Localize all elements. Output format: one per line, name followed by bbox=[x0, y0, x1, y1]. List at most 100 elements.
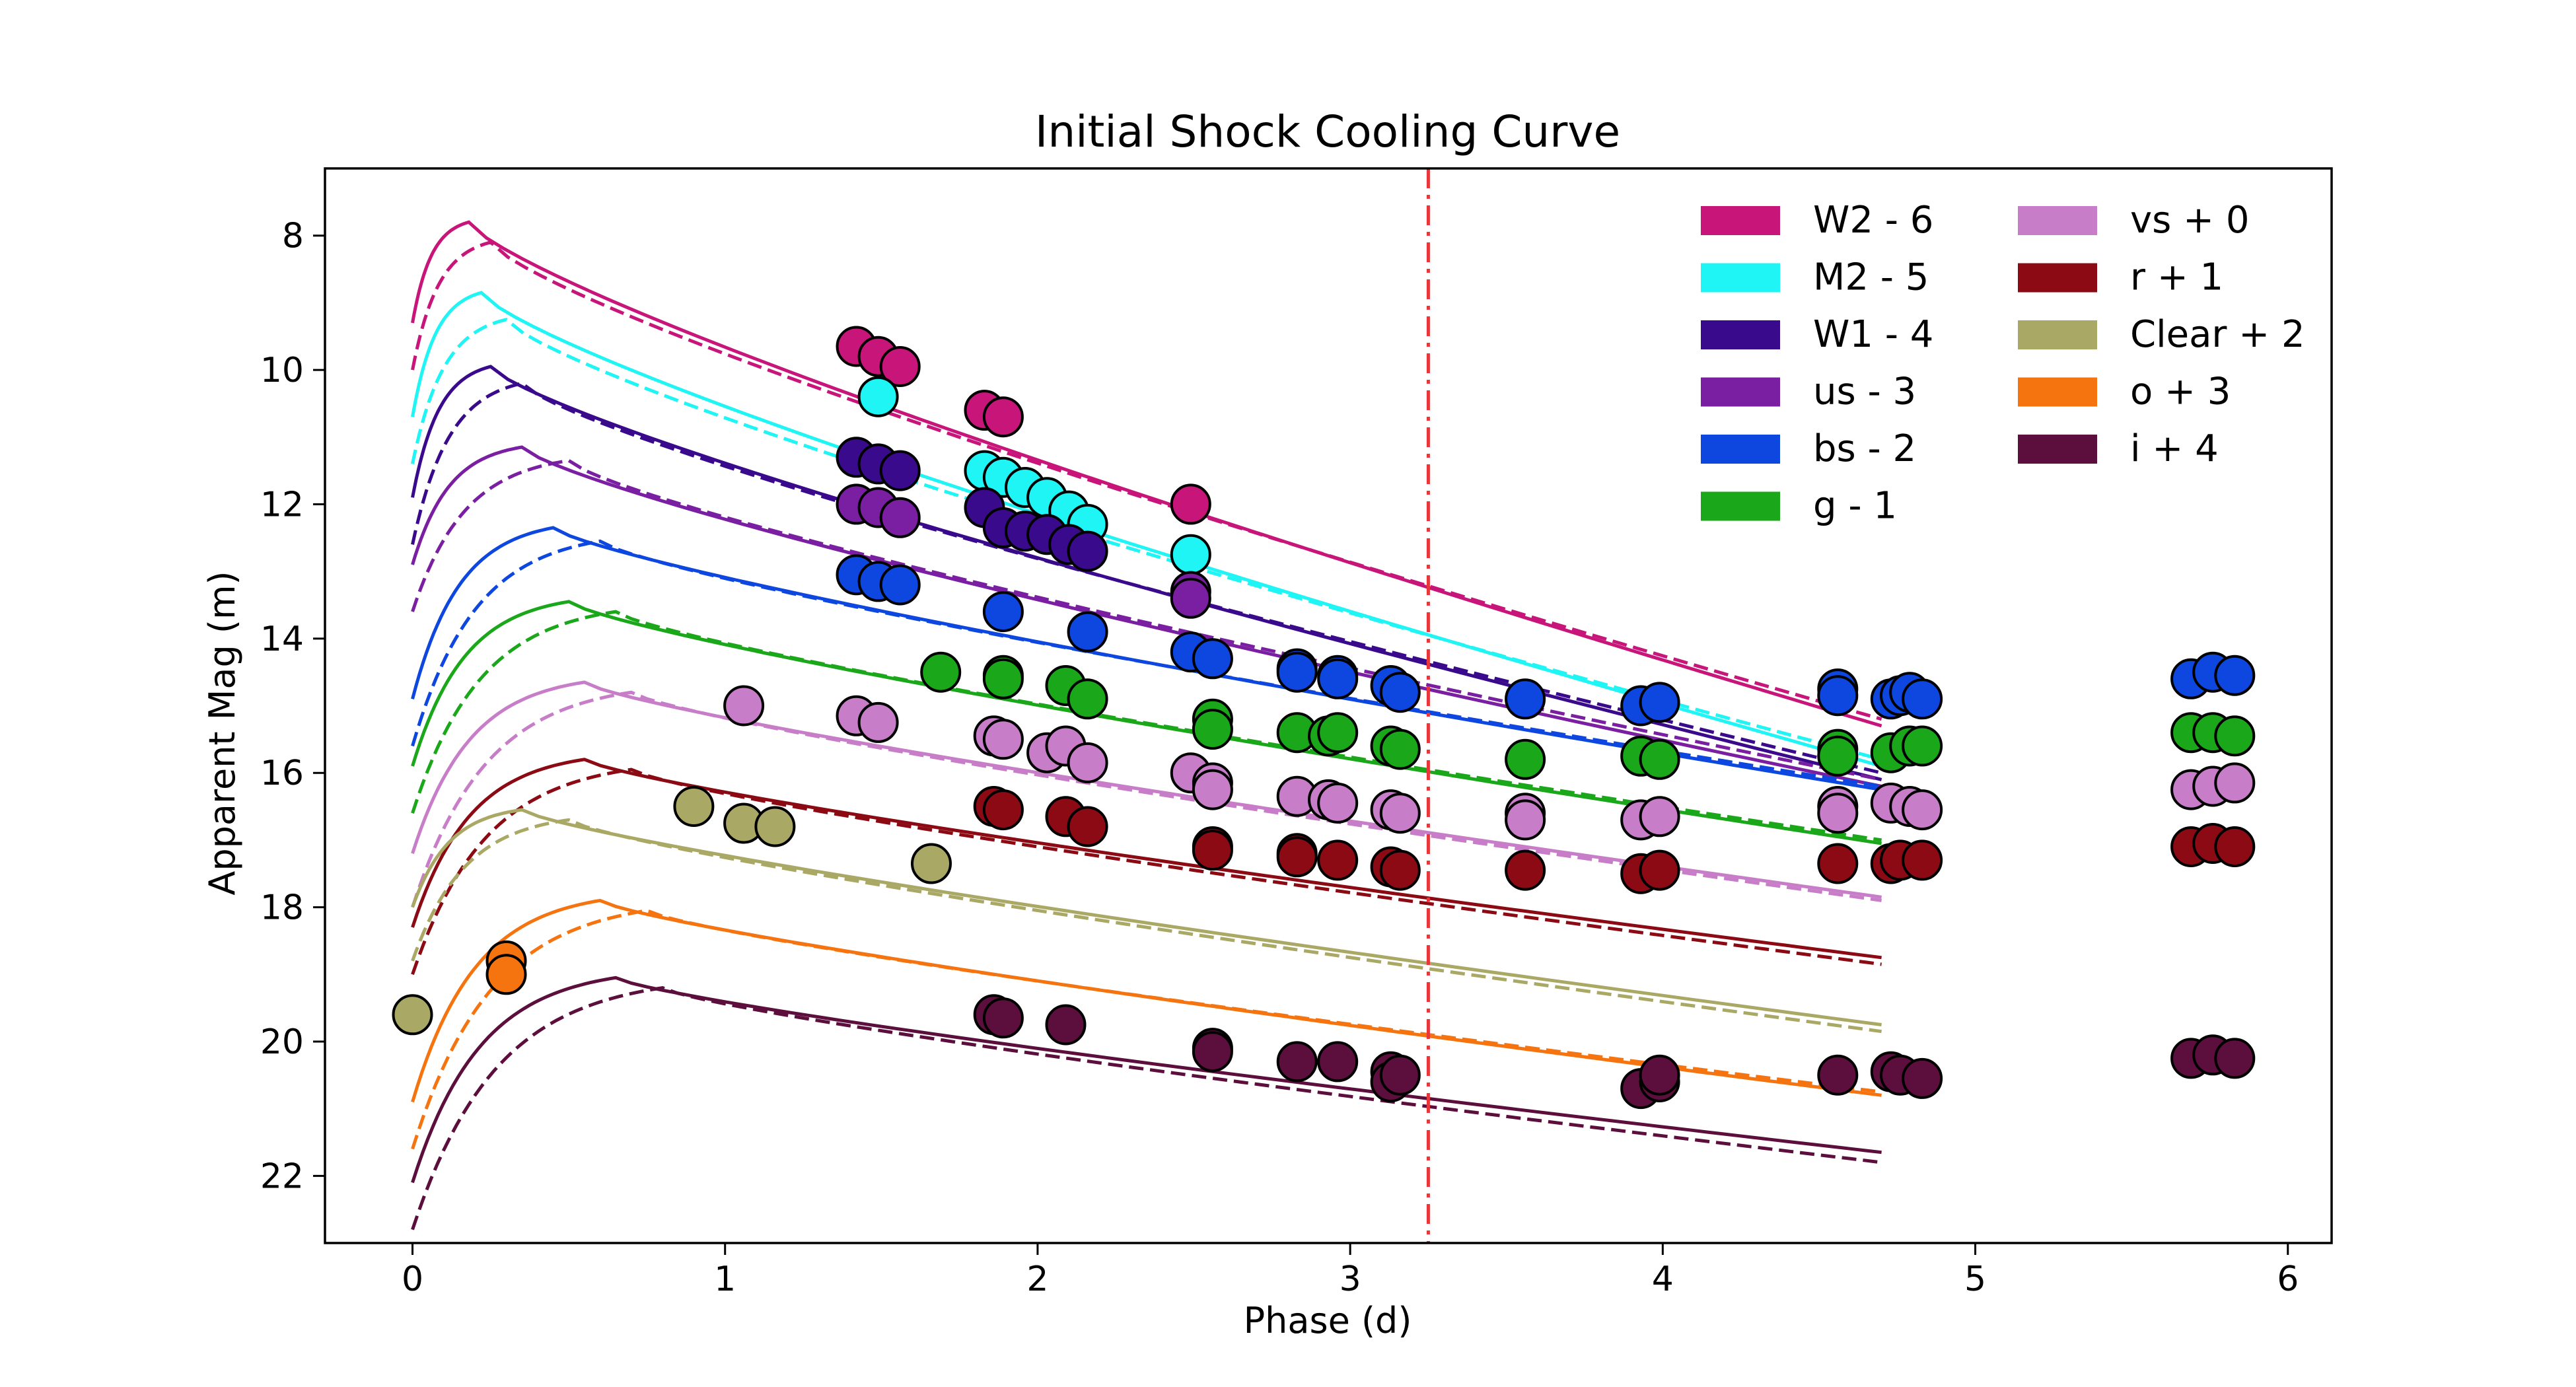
legend-swatch-5 bbox=[1701, 491, 1780, 521]
data-point-4-4 bbox=[1067, 611, 1108, 653]
data-point-4-10 bbox=[1317, 658, 1359, 699]
data-point-6-21 bbox=[1817, 793, 1859, 834]
data-point-5-12 bbox=[1505, 738, 1546, 780]
y-tick-label-22: 22 bbox=[260, 1156, 304, 1196]
data-point-5-16 bbox=[1817, 735, 1859, 777]
data-point-1-7 bbox=[1170, 534, 1211, 575]
data-point-5-2 bbox=[982, 658, 1024, 699]
y-tick-label-12: 12 bbox=[260, 485, 304, 524]
legend-swatch-8 bbox=[2018, 320, 2097, 349]
data-point-6-15 bbox=[1379, 793, 1421, 834]
model-dashed-line-7 bbox=[411, 767, 1882, 976]
data-point-4-21 bbox=[1902, 678, 1943, 720]
data-point-7-7 bbox=[1276, 836, 1318, 878]
data-point-4-3 bbox=[982, 591, 1024, 633]
data-point-2-2 bbox=[879, 450, 921, 491]
data-point-7-13 bbox=[1639, 849, 1680, 891]
data-point-6-4 bbox=[982, 719, 1024, 760]
legend-swatch-2 bbox=[1701, 320, 1780, 349]
legend-label-0: W2 - 6 bbox=[1813, 199, 1933, 242]
model-line-0 bbox=[411, 220, 1882, 728]
x-tick-label-2: 2 bbox=[1026, 1260, 1048, 1299]
x-tick-label-3: 3 bbox=[1340, 1260, 1361, 1299]
data-point-5-0 bbox=[920, 651, 962, 693]
data-point-7-1 bbox=[982, 789, 1024, 831]
model-line-10 bbox=[411, 976, 1882, 1184]
legend-swatch-7 bbox=[2018, 263, 2097, 293]
data-point-10-19 bbox=[2214, 1038, 2256, 1079]
data-point-5-19 bbox=[1902, 725, 1943, 767]
data-point-0-5 bbox=[1170, 483, 1211, 525]
x-tick-label-0: 0 bbox=[402, 1260, 423, 1299]
legend-swatch-9 bbox=[2018, 377, 2097, 407]
data-point-4-17 bbox=[1817, 675, 1859, 717]
data-point-7-5 bbox=[1192, 830, 1233, 871]
model-dashed-line-3 bbox=[411, 458, 1882, 781]
data-point-4-2 bbox=[879, 564, 921, 606]
data-point-7-11 bbox=[1505, 849, 1546, 891]
data-point-5-14 bbox=[1639, 738, 1680, 780]
y-tick-label-14: 14 bbox=[260, 620, 304, 659]
model-dashed-line-0 bbox=[411, 240, 1882, 721]
data-point-8-1 bbox=[673, 786, 715, 827]
data-point-3-2 bbox=[879, 497, 921, 538]
legend-label-10: i + 4 bbox=[2130, 427, 2219, 470]
model-line-6 bbox=[411, 680, 1882, 899]
data-point-6-0 bbox=[723, 685, 765, 727]
data-point-6-7 bbox=[1067, 742, 1108, 783]
y-tick-label-20: 20 bbox=[260, 1022, 304, 1062]
data-point-7-10 bbox=[1379, 849, 1421, 891]
x-tick-label-5: 5 bbox=[1964, 1260, 1986, 1299]
data-point-7-3 bbox=[1067, 806, 1108, 847]
x-tick-label-6: 6 bbox=[2277, 1260, 2299, 1299]
legend-label-6: vs + 0 bbox=[2130, 199, 2249, 242]
data-point-4-8 bbox=[1276, 651, 1318, 693]
data-point-8-3 bbox=[754, 806, 796, 847]
legend-swatch-1 bbox=[1701, 263, 1780, 293]
legend-label-9: o + 3 bbox=[2130, 371, 2231, 413]
data-point-5-6 bbox=[1192, 709, 1233, 750]
data-point-4-6 bbox=[1192, 638, 1233, 680]
model-line-4 bbox=[411, 526, 1882, 792]
legend-label-3: us - 3 bbox=[1813, 371, 1916, 413]
data-point-5-11 bbox=[1379, 729, 1421, 770]
data-point-5-4 bbox=[1067, 678, 1108, 720]
x-tick-label-4: 4 bbox=[1652, 1260, 1674, 1299]
data-point-6-19 bbox=[1639, 796, 1680, 837]
data-point-8-0 bbox=[392, 994, 433, 1036]
y-axis-label: Apparent Mag (m) bbox=[201, 571, 243, 895]
data-point-4-24 bbox=[2214, 655, 2256, 696]
model-dashed-line-10 bbox=[411, 986, 1882, 1230]
data-point-5-22 bbox=[2214, 715, 2256, 757]
chart-title: Initial Shock Cooling Curve bbox=[1035, 106, 1620, 157]
legend: W2 - 6 M2 - 5 W1 - 4 us - 3 bs - 2 g - 1 vs + … bbox=[1701, 199, 2305, 528]
legend-label-2: W1 - 4 bbox=[1813, 313, 1933, 356]
model-dashed-line-5 bbox=[411, 610, 1882, 842]
data-point-10-4 bbox=[1192, 1031, 1233, 1073]
data-point-6-24 bbox=[1902, 789, 1943, 831]
data-point-7-20 bbox=[2214, 826, 2256, 867]
model-dashed-line-6 bbox=[411, 690, 1882, 908]
data-point-6-10 bbox=[1192, 769, 1233, 810]
y-tick-label-8: 8 bbox=[282, 217, 304, 256]
data-point-10-13 bbox=[1817, 1054, 1859, 1096]
data-point-4-13 bbox=[1505, 678, 1546, 720]
data-point-5-9 bbox=[1317, 712, 1359, 754]
x-axis-label: Phase (d) bbox=[1244, 1300, 1412, 1341]
data-point-10-16 bbox=[1902, 1057, 1943, 1099]
data-point-10-1 bbox=[982, 997, 1024, 1039]
legend-swatch-3 bbox=[1701, 377, 1780, 407]
data-point-1-0 bbox=[857, 376, 899, 417]
data-point-10-5 bbox=[1276, 1041, 1318, 1083]
model-line-8 bbox=[411, 808, 1882, 1026]
data-point-0-2 bbox=[879, 346, 921, 387]
model-dashed-line-9 bbox=[411, 909, 1882, 1150]
data-point-6-13 bbox=[1317, 782, 1359, 824]
model-dashed-line-4 bbox=[411, 539, 1882, 788]
legend-label-8: Clear + 2 bbox=[2130, 313, 2305, 356]
data-point-6-2 bbox=[857, 701, 899, 743]
model-line-1 bbox=[411, 291, 1882, 768]
data-point-9-1 bbox=[485, 954, 527, 995]
data-point-7-17 bbox=[1902, 839, 1943, 881]
